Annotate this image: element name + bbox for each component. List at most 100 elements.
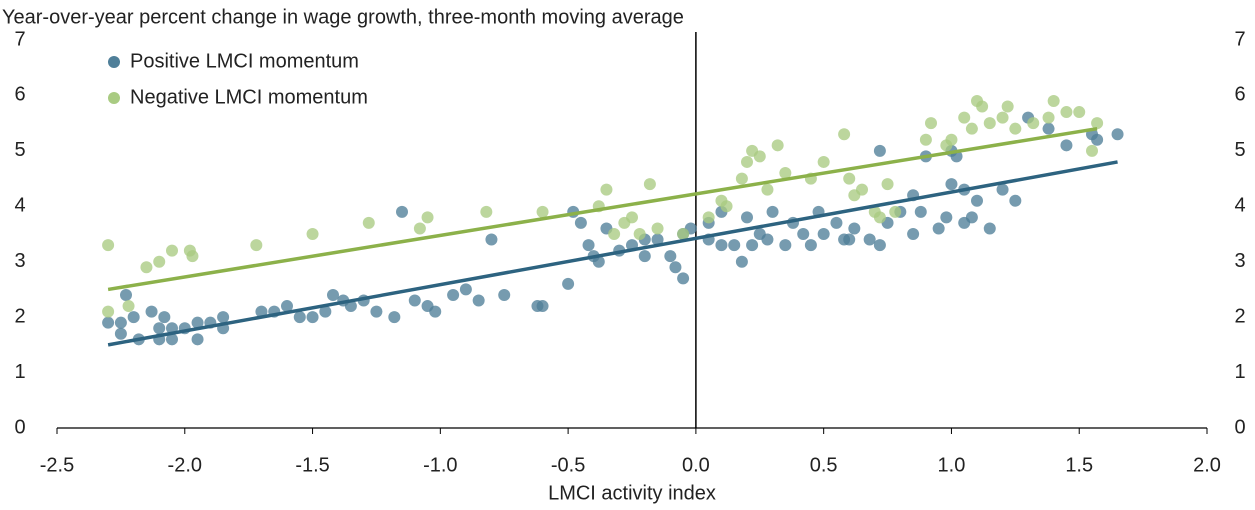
x-tick-label: -1.5 bbox=[295, 454, 329, 476]
point bbox=[797, 228, 810, 240]
point bbox=[771, 139, 784, 152]
point bbox=[582, 239, 595, 252]
y2-tick-label: 1 bbox=[1234, 361, 1245, 383]
point bbox=[370, 305, 383, 318]
point bbox=[848, 222, 861, 235]
point bbox=[907, 228, 920, 240]
point bbox=[1001, 100, 1014, 113]
x-tick-label: -2.5 bbox=[40, 454, 74, 476]
point bbox=[1111, 128, 1124, 141]
point bbox=[140, 261, 153, 274]
point bbox=[250, 239, 263, 252]
point bbox=[873, 144, 886, 157]
point bbox=[102, 316, 115, 329]
point bbox=[536, 300, 549, 313]
point bbox=[472, 294, 485, 307]
x-tick-label: 1.5 bbox=[1065, 454, 1093, 476]
point bbox=[965, 211, 978, 224]
point bbox=[102, 305, 115, 318]
y2-tick-label: 7 bbox=[1234, 28, 1245, 50]
point bbox=[965, 122, 978, 135]
point bbox=[638, 250, 651, 263]
point bbox=[485, 233, 498, 246]
point bbox=[838, 128, 851, 141]
point bbox=[306, 228, 319, 240]
point bbox=[983, 117, 996, 130]
point bbox=[971, 194, 983, 207]
point bbox=[166, 244, 178, 257]
point bbox=[940, 211, 953, 224]
point bbox=[327, 288, 339, 301]
point bbox=[728, 239, 741, 252]
y-tick-label: 7 bbox=[14, 28, 25, 50]
point bbox=[753, 150, 766, 163]
x-tick-label: 0.0 bbox=[682, 454, 710, 476]
point bbox=[592, 255, 605, 268]
point bbox=[217, 311, 230, 324]
point bbox=[127, 311, 140, 324]
point bbox=[158, 311, 171, 324]
point bbox=[735, 172, 748, 185]
point bbox=[191, 316, 204, 329]
x-tick-label: -0.5 bbox=[551, 454, 585, 476]
y2-tick-label: 2 bbox=[1234, 305, 1245, 327]
point bbox=[996, 111, 1009, 124]
x-axis-label: LMCI activity index bbox=[548, 482, 716, 504]
point bbox=[889, 205, 902, 218]
point bbox=[804, 239, 817, 252]
point bbox=[1009, 194, 1022, 207]
point bbox=[873, 211, 886, 224]
point bbox=[388, 311, 401, 324]
point bbox=[643, 178, 656, 191]
y-tick-label: 3 bbox=[14, 250, 25, 272]
y-tick-label: 0 bbox=[14, 416, 25, 438]
point bbox=[600, 183, 613, 196]
point bbox=[817, 228, 830, 240]
point bbox=[480, 205, 493, 218]
point bbox=[1086, 144, 1098, 157]
point bbox=[741, 211, 753, 224]
point bbox=[761, 183, 774, 196]
y-tick-label: 6 bbox=[14, 84, 25, 106]
point bbox=[651, 222, 664, 235]
point bbox=[958, 111, 971, 124]
chart-title: Year-over-year percent change in wage gr… bbox=[2, 6, 684, 28]
point bbox=[319, 305, 332, 318]
point bbox=[677, 228, 690, 240]
point bbox=[255, 305, 268, 318]
point bbox=[945, 133, 958, 146]
point bbox=[536, 205, 549, 218]
point bbox=[779, 167, 792, 180]
point bbox=[741, 155, 753, 168]
point bbox=[122, 300, 135, 313]
point bbox=[715, 239, 728, 252]
point bbox=[702, 211, 715, 224]
point bbox=[145, 305, 158, 318]
point bbox=[306, 311, 319, 324]
point bbox=[873, 239, 886, 252]
x-tick-label: -1.0 bbox=[423, 454, 457, 476]
point bbox=[1042, 111, 1055, 124]
point bbox=[413, 222, 426, 235]
trend-line bbox=[107, 126, 1098, 292]
point bbox=[408, 294, 421, 307]
point bbox=[626, 211, 638, 224]
legend-label: Positive LMCI momentum bbox=[130, 50, 359, 72]
point bbox=[153, 322, 166, 335]
x-tick-label: 1.0 bbox=[938, 454, 966, 476]
point bbox=[421, 211, 434, 224]
point bbox=[932, 222, 945, 235]
point bbox=[919, 133, 932, 146]
point bbox=[945, 178, 958, 191]
point bbox=[843, 233, 856, 246]
point bbox=[856, 183, 868, 196]
point bbox=[976, 100, 989, 113]
point bbox=[746, 239, 759, 252]
point bbox=[983, 222, 996, 235]
legend-marker bbox=[108, 56, 120, 68]
y-tick-label: 4 bbox=[14, 195, 25, 217]
point bbox=[114, 327, 127, 340]
point bbox=[120, 288, 132, 301]
point bbox=[761, 233, 774, 246]
point bbox=[843, 172, 856, 185]
